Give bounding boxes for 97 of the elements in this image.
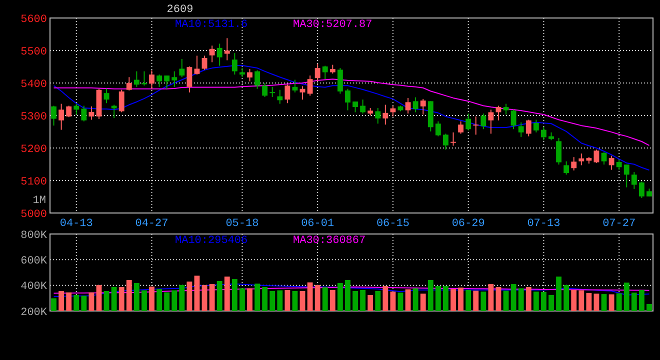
candlestick: [314, 63, 320, 82]
chart-title: 2609: [166, 4, 194, 16]
candlestick: [631, 172, 637, 190]
candlestick: [390, 105, 396, 117]
x-tick-label: 06-01: [301, 218, 334, 230]
x-tick-label: 07-27: [602, 218, 636, 230]
candlestick: [111, 104, 117, 119]
candlestick: [186, 66, 192, 93]
candlestick: [156, 74, 162, 88]
candlestick: [443, 133, 448, 150]
candlestick: [533, 119, 539, 133]
candlestick: [232, 52, 238, 76]
y-tick-label: 5500: [20, 46, 47, 58]
candlestick: [375, 108, 381, 124]
candlestick: [526, 119, 532, 137]
candlestick: [292, 79, 298, 93]
candlestick: [360, 99, 366, 114]
x-tick-label: 06-15: [376, 218, 410, 230]
candlestick: [239, 68, 245, 78]
candlestick: [307, 75, 313, 96]
text: MA30:5207.87: [293, 19, 372, 31]
candlestick: [578, 153, 584, 166]
candlestick: [142, 70, 147, 86]
candlestick: [126, 76, 132, 91]
candlestick: [284, 84, 290, 104]
text: MA10:5131.6: [175, 19, 248, 31]
candlestick: [466, 113, 472, 131]
candlestick: [564, 160, 570, 176]
y-tick-label: 800K: [20, 230, 48, 242]
x-tick-label: 06-29: [452, 218, 485, 230]
candlestick: [571, 156, 577, 171]
candlestick: [262, 82, 268, 98]
candlestick: [88, 106, 94, 120]
y-tick-label: 5600: [20, 14, 47, 26]
y-tick-label: 400K: [20, 281, 48, 294]
candlestick: [616, 159, 622, 170]
candlestick: [503, 103, 509, 116]
candlestick: [556, 137, 562, 166]
candlestick: [209, 45, 215, 63]
y-tick-label: 5000: [20, 208, 47, 221]
candlestick: [322, 65, 328, 80]
candlestick: [277, 89, 283, 104]
candlestick: [224, 38, 230, 61]
candlestick: [594, 149, 600, 164]
y-tick-label: 200K: [20, 306, 48, 319]
y-tick-label: 5200: [20, 144, 47, 156]
candlestick: [179, 58, 185, 78]
x-tick-label: 04-13: [60, 218, 93, 230]
candlestick: [345, 88, 350, 111]
y-tick-label: 5100: [20, 176, 47, 188]
candlestick: [254, 70, 260, 90]
candlestick: [58, 103, 64, 130]
x-tick-label: 05-18: [226, 218, 259, 230]
candlestick: [496, 105, 502, 121]
candlestick: [352, 101, 358, 113]
candlestick: [382, 104, 388, 126]
candlestick: [624, 164, 630, 188]
candlestick: [194, 55, 200, 76]
y-tick-label: 5300: [20, 111, 47, 124]
candlestick: [66, 105, 72, 118]
candlestick: [518, 122, 524, 138]
candlestick: [601, 152, 607, 166]
candlestick: [172, 70, 178, 88]
candlestick: [458, 120, 464, 134]
text: MA30:360867: [293, 235, 366, 247]
candlestick: [81, 105, 87, 122]
candlestick: [450, 132, 456, 146]
candlestick: [149, 70, 154, 90]
candlestick: [164, 75, 170, 90]
candlestick: [300, 86, 306, 100]
candlestick: [540, 126, 546, 141]
candlestick: [216, 43, 222, 66]
candlestick: [435, 120, 441, 137]
candlestick: [118, 89, 124, 113]
x-tick-label: 04-27: [135, 218, 168, 230]
candlestick: [405, 97, 411, 114]
candlestick: [638, 180, 644, 199]
candlestick: [473, 116, 479, 136]
candlestick: [412, 96, 418, 113]
candlestick: [608, 155, 614, 170]
y-tick-label: 600K: [20, 256, 48, 268]
candlestick: [51, 105, 56, 126]
candlestick: [247, 68, 252, 82]
candlestick: [337, 68, 343, 94]
text: 1M: [32, 195, 46, 207]
x-tick-label: 07-13: [527, 218, 560, 230]
candlestick: [134, 70, 140, 88]
text: MA10:295406: [175, 235, 248, 247]
candlestick: [74, 103, 80, 116]
candlestick: [510, 109, 516, 130]
candlestick: [202, 55, 208, 70]
candlestick: [420, 98, 426, 116]
candlestick: [270, 86, 276, 98]
candlestick: [104, 88, 110, 104]
candlestick: [480, 113, 486, 130]
candlestick: [488, 109, 494, 134]
y-tick-label: 5400: [20, 78, 47, 91]
